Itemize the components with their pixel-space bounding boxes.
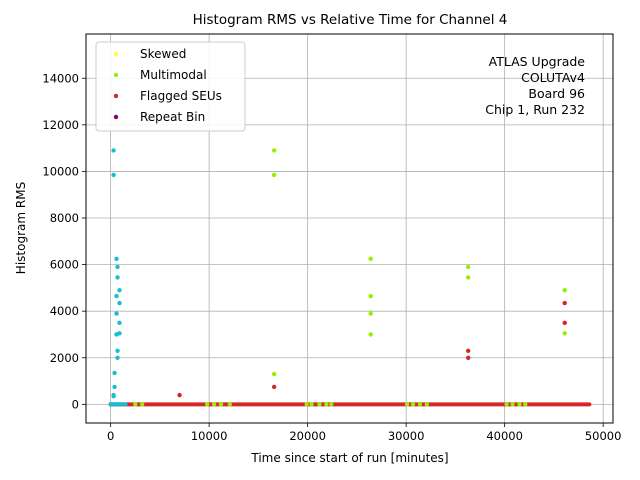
data-point — [114, 293, 119, 299]
annotation-line: COLUTAv4 — [521, 70, 585, 85]
data-point — [112, 370, 117, 376]
data-point — [271, 371, 277, 377]
legend-marker — [113, 72, 119, 78]
data-point — [324, 402, 329, 407]
data-point — [329, 402, 334, 407]
data-point — [114, 311, 119, 316]
data-point — [227, 402, 233, 407]
data-point — [465, 348, 471, 353]
data-point — [114, 332, 119, 337]
data-point — [115, 348, 120, 353]
data-point — [111, 394, 116, 399]
legend-label: Flagged SEUs — [140, 89, 222, 103]
data-point — [133, 402, 138, 407]
legend-label: Skewed — [140, 47, 186, 61]
data-point — [112, 384, 117, 390]
data-point — [562, 331, 567, 336]
data-point — [139, 402, 145, 407]
data-point — [108, 402, 113, 407]
data-point — [123, 402, 128, 407]
data-point — [465, 264, 471, 270]
data-point — [117, 320, 122, 326]
data-point — [271, 384, 277, 390]
legend-marker — [113, 114, 119, 120]
data-point — [417, 402, 423, 407]
data-point — [115, 355, 120, 360]
data-point — [114, 256, 119, 261]
annotation-line: Board 96 — [528, 86, 585, 101]
data-point — [504, 402, 509, 407]
y-tick-label: 0 — [72, 397, 79, 411]
data-point — [368, 332, 373, 337]
data-point — [465, 275, 471, 280]
data-point — [177, 392, 182, 398]
data-point — [117, 288, 122, 293]
legend-box — [95, 41, 246, 132]
data-point — [111, 148, 116, 153]
data-point — [317, 402, 322, 407]
data-point — [510, 402, 515, 407]
data-point — [115, 264, 120, 270]
data-point — [410, 402, 416, 407]
data-point — [368, 256, 373, 261]
data-points — [108, 148, 567, 407]
y-axis-label: Histogram RMS — [14, 182, 28, 274]
y-tick-label: 14000 — [42, 71, 79, 85]
y-tick-label: 12000 — [42, 118, 79, 132]
legend-marker — [113, 51, 119, 57]
y-tick-label: 10000 — [42, 164, 79, 178]
legend-label: Multimodal — [140, 68, 207, 82]
grid-lines — [86, 34, 613, 423]
series-group — [108, 148, 128, 407]
plot-frame — [85, 33, 614, 424]
x-axis: 0 10000 20000 30000 40000 50000 — [107, 423, 621, 443]
legend-marker — [113, 93, 119, 99]
series-group — [133, 148, 567, 407]
y-tick-label: 6000 — [50, 258, 79, 272]
data-point — [304, 402, 309, 407]
data-point — [271, 148, 277, 153]
y-tick-label: 2000 — [50, 351, 79, 365]
data-point — [368, 293, 373, 299]
y-tick-label: 4000 — [50, 304, 79, 318]
data-point — [465, 355, 471, 360]
x-tick-label: 50000 — [585, 429, 622, 443]
data-point — [117, 300, 122, 306]
data-point — [523, 402, 528, 407]
data-point — [368, 311, 373, 316]
data-point — [111, 172, 116, 178]
data-point — [204, 402, 210, 407]
chart-title: Histogram RMS vs Relative Time for Chann… — [193, 12, 508, 28]
data-point — [309, 402, 314, 407]
x-axis-label: Time since start of run [minutes] — [250, 451, 448, 465]
annotation-line: Chip 1, Run 232 — [485, 102, 585, 117]
data-point — [562, 288, 567, 293]
y-tick-label: 8000 — [50, 211, 79, 225]
annotation-line: ATLAS Upgrade — [489, 54, 586, 69]
data-point — [562, 320, 567, 326]
data-point — [211, 402, 217, 407]
data-point — [424, 402, 430, 407]
legend-label: Repeat Bin — [140, 110, 205, 124]
x-tick-label: 10000 — [191, 429, 228, 443]
data-point — [115, 275, 120, 280]
x-tick-label: 40000 — [486, 429, 523, 443]
x-tick-label: 30000 — [388, 429, 425, 443]
data-point — [404, 402, 410, 407]
x-tick-label: 20000 — [289, 429, 326, 443]
x-tick-label: 0 — [107, 429, 114, 443]
series-group — [177, 300, 567, 398]
data-point — [517, 402, 522, 407]
legend: Skewed Multimodal Flagged SEUs Repeat Bin — [95, 41, 246, 132]
y-axis: 0 2000 4000 6000 8000 10000 12000 14000 — [42, 71, 86, 411]
data-point — [119, 402, 124, 407]
data-point — [271, 172, 277, 178]
data-point — [562, 300, 567, 306]
data-point — [218, 402, 224, 407]
